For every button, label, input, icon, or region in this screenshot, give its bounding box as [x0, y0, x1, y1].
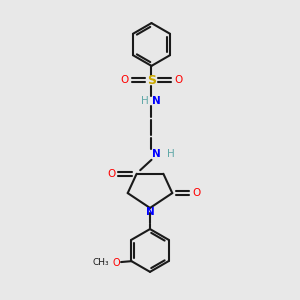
Text: N: N	[152, 96, 161, 106]
Text: H: H	[167, 149, 175, 160]
Text: S: S	[147, 74, 156, 87]
Text: O: O	[107, 169, 116, 179]
Text: N: N	[152, 149, 161, 160]
Text: O: O	[175, 75, 183, 85]
Text: N: N	[146, 207, 154, 217]
Text: O: O	[192, 188, 200, 198]
Text: O: O	[120, 75, 128, 85]
Text: CH₃: CH₃	[92, 258, 109, 267]
Text: O: O	[113, 258, 120, 268]
Text: H: H	[141, 96, 149, 106]
